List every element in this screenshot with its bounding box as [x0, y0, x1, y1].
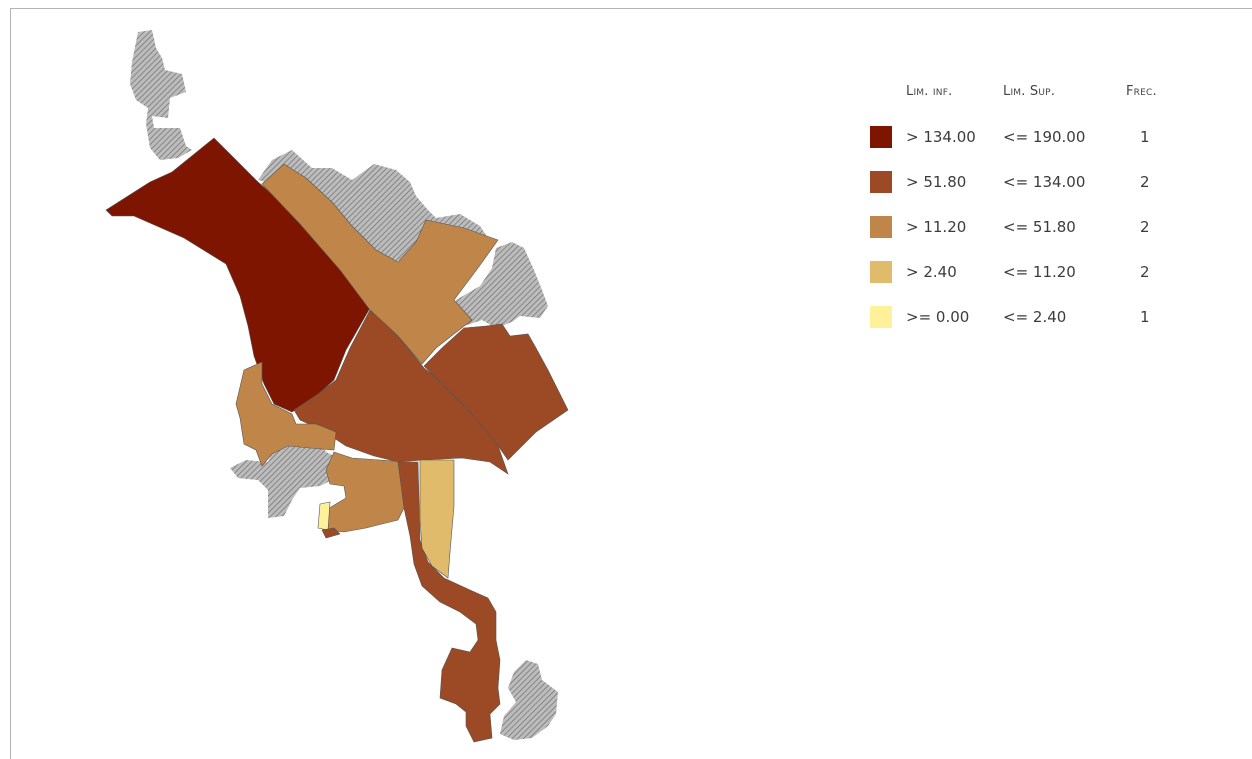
region-south-small-tab: [321, 527, 341, 539]
legend-header-freq: Frec.: [1126, 84, 1157, 99]
legend-row: > 2.40 <= 11.20 2: [870, 261, 1230, 283]
legend-row: > 51.80 <= 134.00 2: [870, 171, 1230, 193]
map-frame: [10, 8, 1252, 759]
legend-freq: 2: [1140, 218, 1150, 236]
legend-lower: > 51.80: [906, 173, 967, 191]
legend-freq: 1: [1140, 128, 1150, 146]
legend-freq: 2: [1140, 173, 1150, 191]
legend-row: >= 0.00 <= 2.40 1: [870, 306, 1230, 328]
legend-header-lower: Lim. inf.: [906, 84, 953, 99]
legend-upper: <= 190.00: [1003, 128, 1086, 146]
legend-row: > 134.00 <= 190.00 1: [870, 126, 1230, 148]
no-data-area-northeast: [454, 242, 548, 328]
legend-lower: > 134.00: [906, 128, 976, 146]
no-data-area-south: [500, 660, 558, 740]
legend-upper: <= 11.20: [1003, 263, 1076, 281]
region-south-small: [317, 501, 331, 531]
legend-freq: 2: [1140, 263, 1150, 281]
region-south-center: [323, 451, 405, 533]
legend-upper: <= 51.80: [1003, 218, 1076, 236]
region-northwest: [105, 137, 371, 413]
legend-swatch: [870, 171, 892, 193]
legend-upper: <= 2.40: [1003, 308, 1067, 326]
legend-swatch: [870, 306, 892, 328]
no-data-area-southwest: [230, 428, 338, 518]
legend-freq: 1: [1140, 308, 1150, 326]
legend-swatch: [870, 216, 892, 238]
region-river-corridor: [397, 461, 501, 743]
region-east: [423, 323, 569, 461]
legend-row: > 11.20 <= 51.80 2: [870, 216, 1230, 238]
legend-upper: <= 134.00: [1003, 173, 1086, 191]
region-west-strip: [235, 361, 337, 467]
legend-lower: >= 0.00: [906, 308, 970, 326]
legend-swatch: [870, 261, 892, 283]
legend-header-upper: Lim. Sup.: [1003, 84, 1056, 99]
no-data-area-north-tail: [130, 30, 192, 160]
regions: [105, 137, 569, 743]
legend-swatch: [870, 126, 892, 148]
region-south-tall: [419, 459, 455, 579]
legend-lower: > 2.40: [906, 263, 957, 281]
legend-lower: > 11.20: [906, 218, 967, 236]
